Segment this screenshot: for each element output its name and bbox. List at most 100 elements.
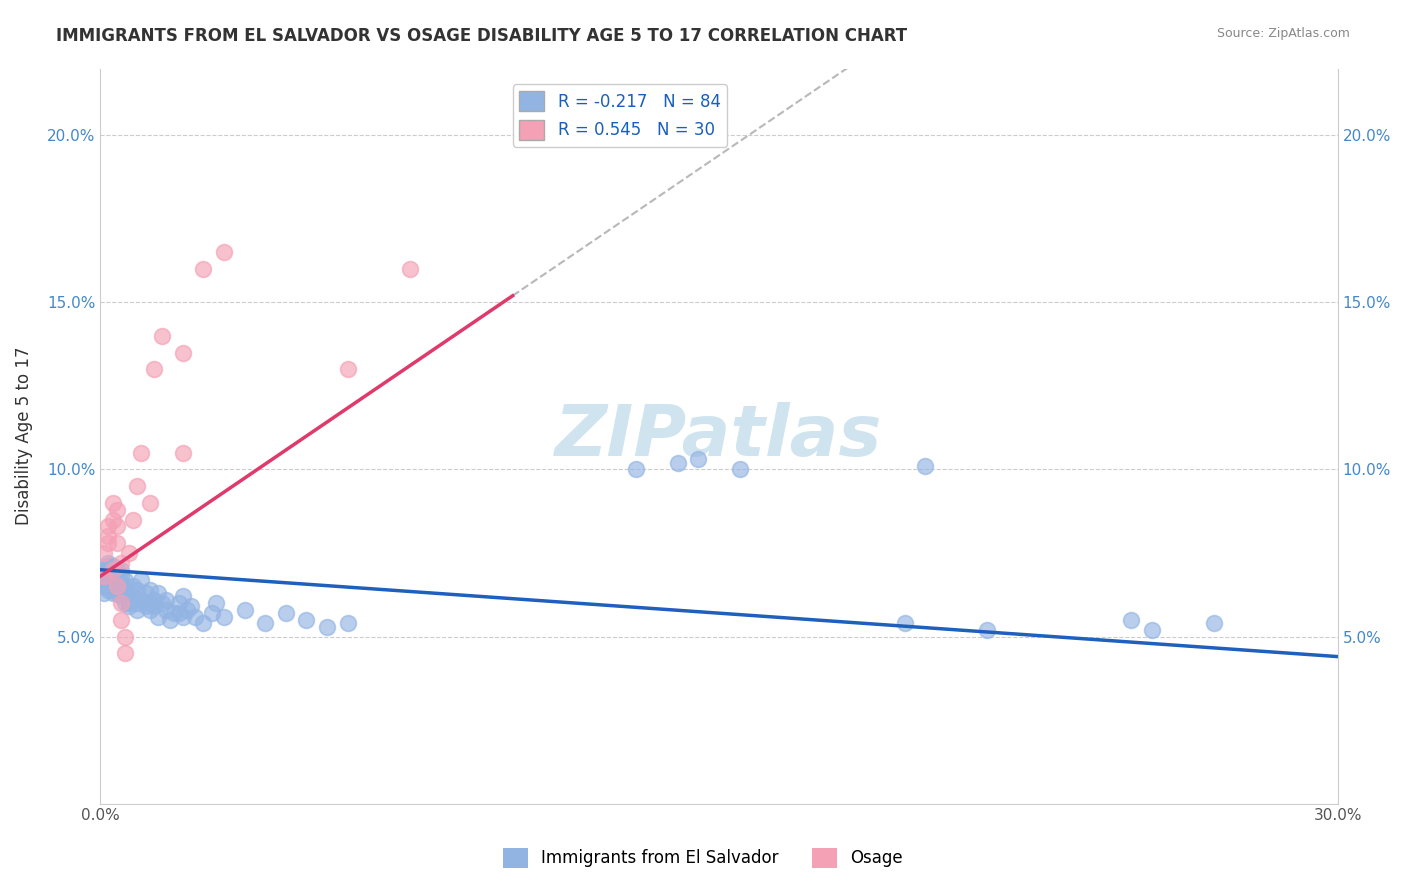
Point bbox=[97, 573, 120, 587]
Text: ZIPatlas: ZIPatlas bbox=[555, 401, 883, 471]
Point bbox=[193, 262, 215, 277]
Point bbox=[172, 345, 194, 359]
Point bbox=[105, 502, 128, 516]
Point bbox=[114, 630, 136, 644]
Point bbox=[114, 596, 136, 610]
Point bbox=[134, 599, 156, 614]
Point bbox=[127, 582, 149, 597]
Point bbox=[167, 606, 190, 620]
Point bbox=[110, 613, 132, 627]
Point bbox=[93, 569, 115, 583]
Point bbox=[105, 579, 128, 593]
Point bbox=[110, 556, 132, 570]
Point bbox=[101, 513, 124, 527]
Point bbox=[336, 616, 359, 631]
Point bbox=[172, 446, 194, 460]
Point bbox=[167, 596, 190, 610]
Point bbox=[138, 496, 160, 510]
Point bbox=[131, 446, 153, 460]
Point bbox=[93, 546, 115, 560]
Point bbox=[101, 569, 124, 583]
Point bbox=[316, 619, 339, 633]
Point bbox=[131, 592, 153, 607]
Point bbox=[172, 590, 194, 604]
Point bbox=[101, 573, 124, 587]
Point bbox=[1202, 616, 1225, 631]
Legend: Immigrants from El Salvador, Osage: Immigrants from El Salvador, Osage bbox=[496, 841, 910, 875]
Point bbox=[97, 579, 120, 593]
Point bbox=[146, 609, 169, 624]
Point bbox=[212, 609, 235, 624]
Point bbox=[127, 596, 149, 610]
Point bbox=[122, 590, 145, 604]
Point bbox=[666, 456, 689, 470]
Point bbox=[105, 582, 128, 597]
Point bbox=[172, 609, 194, 624]
Point bbox=[398, 262, 420, 277]
Point bbox=[93, 569, 115, 583]
Point bbox=[118, 586, 141, 600]
Point bbox=[893, 616, 915, 631]
Point bbox=[105, 579, 128, 593]
Point bbox=[976, 623, 998, 637]
Point bbox=[110, 569, 132, 583]
Point bbox=[101, 579, 124, 593]
Point bbox=[180, 599, 202, 614]
Point bbox=[138, 582, 160, 597]
Point bbox=[336, 362, 359, 376]
Point bbox=[233, 603, 256, 617]
Legend: R = -0.217   N = 84, R = 0.545   N = 30: R = -0.217 N = 84, R = 0.545 N = 30 bbox=[513, 84, 727, 146]
Point bbox=[200, 606, 222, 620]
Point bbox=[122, 579, 145, 593]
Point bbox=[93, 563, 115, 577]
Point bbox=[138, 596, 160, 610]
Point bbox=[97, 529, 120, 543]
Point bbox=[110, 576, 132, 591]
Point bbox=[101, 559, 124, 574]
Point bbox=[295, 613, 318, 627]
Text: Source: ZipAtlas.com: Source: ZipAtlas.com bbox=[1216, 27, 1350, 40]
Point bbox=[193, 616, 215, 631]
Point bbox=[97, 569, 120, 583]
Point bbox=[93, 579, 115, 593]
Point bbox=[93, 586, 115, 600]
Point bbox=[150, 596, 173, 610]
Point bbox=[101, 576, 124, 591]
Point bbox=[138, 603, 160, 617]
Point bbox=[150, 328, 173, 343]
Point bbox=[118, 546, 141, 560]
Point bbox=[142, 362, 165, 376]
Point bbox=[110, 596, 132, 610]
Point bbox=[105, 566, 128, 580]
Point bbox=[97, 556, 120, 570]
Point bbox=[97, 582, 120, 597]
Point bbox=[105, 573, 128, 587]
Point bbox=[101, 563, 124, 577]
Point bbox=[212, 245, 235, 260]
Point bbox=[159, 613, 181, 627]
Point bbox=[1121, 613, 1143, 627]
Y-axis label: Disability Age 5 to 17: Disability Age 5 to 17 bbox=[15, 347, 32, 525]
Point bbox=[146, 586, 169, 600]
Point bbox=[97, 536, 120, 550]
Point bbox=[127, 603, 149, 617]
Point bbox=[127, 479, 149, 493]
Point bbox=[134, 586, 156, 600]
Point bbox=[110, 590, 132, 604]
Point bbox=[204, 596, 226, 610]
Text: IMMIGRANTS FROM EL SALVADOR VS OSAGE DISABILITY AGE 5 TO 17 CORRELATION CHART: IMMIGRANTS FROM EL SALVADOR VS OSAGE DIS… bbox=[56, 27, 907, 45]
Point bbox=[254, 616, 277, 631]
Point bbox=[110, 582, 132, 597]
Point bbox=[97, 563, 120, 577]
Point bbox=[163, 606, 186, 620]
Point bbox=[110, 586, 132, 600]
Point bbox=[105, 586, 128, 600]
Point bbox=[97, 559, 120, 574]
Point bbox=[728, 462, 751, 476]
Point bbox=[122, 513, 145, 527]
Point bbox=[155, 592, 177, 607]
Point bbox=[688, 452, 710, 467]
Point bbox=[274, 606, 297, 620]
Point bbox=[142, 592, 165, 607]
Point bbox=[114, 646, 136, 660]
